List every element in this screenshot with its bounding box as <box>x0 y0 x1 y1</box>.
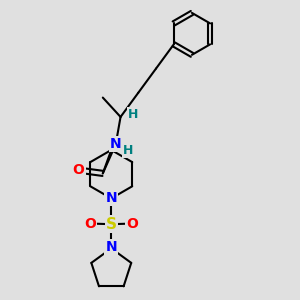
Text: O: O <box>73 163 85 177</box>
Text: H: H <box>123 144 133 157</box>
Text: S: S <box>106 217 117 232</box>
Text: N: N <box>106 240 117 254</box>
Text: H: H <box>128 108 139 121</box>
Text: O: O <box>84 217 96 230</box>
Text: N: N <box>106 191 117 206</box>
Text: O: O <box>126 217 138 230</box>
Text: N: N <box>110 137 122 152</box>
